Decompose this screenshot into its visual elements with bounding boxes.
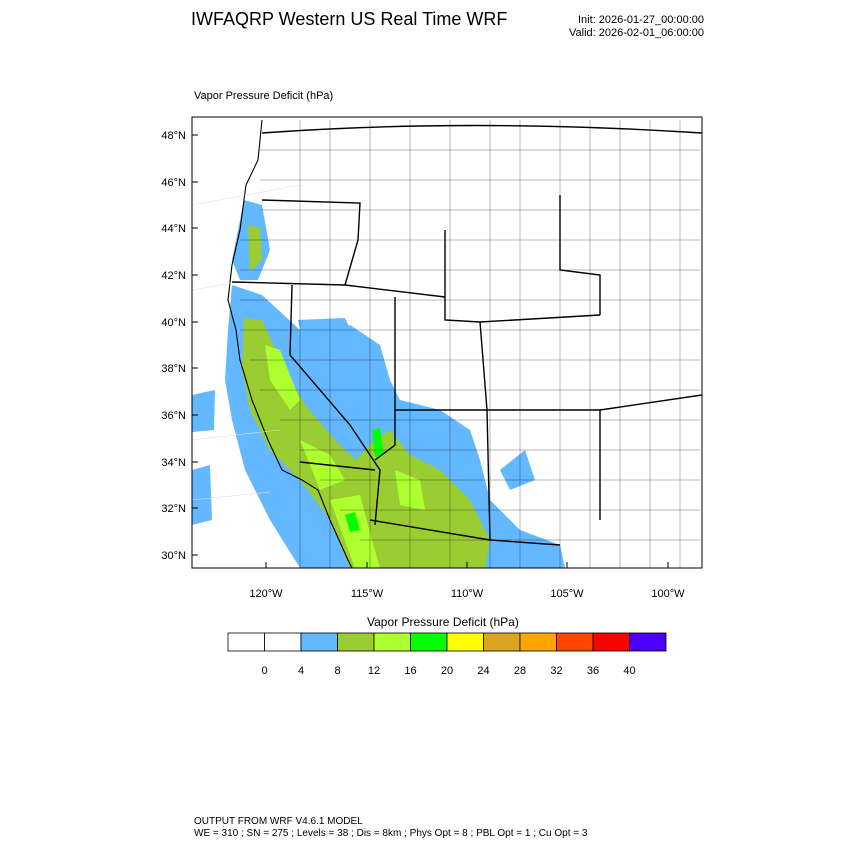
colorbar-tick-label: 28 <box>514 665 526 677</box>
colorbar-tick-label: 0 <box>261 665 267 677</box>
colorbar-swatch <box>483 632 521 652</box>
colorbar-swatch <box>373 632 411 652</box>
lon-label: 100°W <box>651 588 685 600</box>
colorbar-tick-label: 16 <box>404 665 416 677</box>
colorbar-swatch <box>592 632 630 652</box>
vpd-16-20-fill <box>345 428 384 532</box>
lat-label: 46°N <box>161 177 186 189</box>
lat-label: 44°N <box>161 223 186 235</box>
lat-label: 42°N <box>161 270 186 282</box>
latitude-axis: 48°N 46°N 44°N 42°N 40°N 38°N 36°N 34°N 32°N 30°N <box>161 130 198 562</box>
map-area <box>192 117 702 568</box>
lat-label: 30°N <box>161 550 186 562</box>
colorbar-swatch <box>300 632 338 652</box>
colorbar-swatch <box>519 632 557 652</box>
colorbar-swatch <box>337 632 375 652</box>
init-time: Init: 2026-01-27_00:00:00 <box>578 14 704 26</box>
colorbar-tick-label: 36 <box>587 665 599 677</box>
colorbar-tick-label: 20 <box>441 665 453 677</box>
lat-label: 34°N <box>161 457 186 469</box>
lon-label: 105°W <box>550 588 584 600</box>
model-options: WE = 310 ; SN = 275 ; Levels = 38 ; Dis … <box>194 828 588 839</box>
colorbar-swatch <box>410 632 448 652</box>
colorbar: 0 4 8 12 16 20 24 28 32 36 40 <box>227 632 667 677</box>
plot-title: IWFAQRP Western US Real Time WRF <box>191 9 508 29</box>
colorbar-tick-label: 32 <box>550 665 562 677</box>
lon-label: 110°W <box>451 588 484 600</box>
map-frame <box>191 116 703 569</box>
longitude-axis: 120°W 115°W 110°W 105°W 100°W <box>249 562 685 600</box>
colorbar-swatch <box>629 632 667 652</box>
lat-label: 48°N <box>161 130 186 142</box>
colorbar-tick-label: 4 <box>298 665 304 677</box>
colorbar-swatch <box>227 632 265 652</box>
colorbar-tick-label: 8 <box>334 665 340 677</box>
lat-label: 32°N <box>161 503 186 515</box>
colorbar-title: Vapor Pressure Deficit (hPa) <box>367 615 519 629</box>
field-label: Vapor Pressure Deficit (hPa) <box>194 90 334 102</box>
valid-time: Valid: 2026-02-01_06:00:00 <box>569 27 704 39</box>
colorbar-swatch <box>556 632 594 652</box>
lat-label: 36°N <box>161 410 186 422</box>
colorbar-tick-label: 40 <box>623 665 635 677</box>
lat-label: 38°N <box>161 363 186 375</box>
lat-label: 40°N <box>161 317 186 329</box>
model-info: OUTPUT FROM WRF V4.6.1 MODEL <box>194 816 363 827</box>
vpd-8-12-fill <box>242 225 490 568</box>
colorbar-swatch <box>446 632 484 652</box>
colorbar-tick-label: 12 <box>368 665 380 677</box>
colorbar-swatch <box>264 632 302 652</box>
colorbar-tick-label: 24 <box>477 665 489 677</box>
lon-label: 120°W <box>249 588 283 600</box>
lon-label: 115°W <box>351 588 384 600</box>
